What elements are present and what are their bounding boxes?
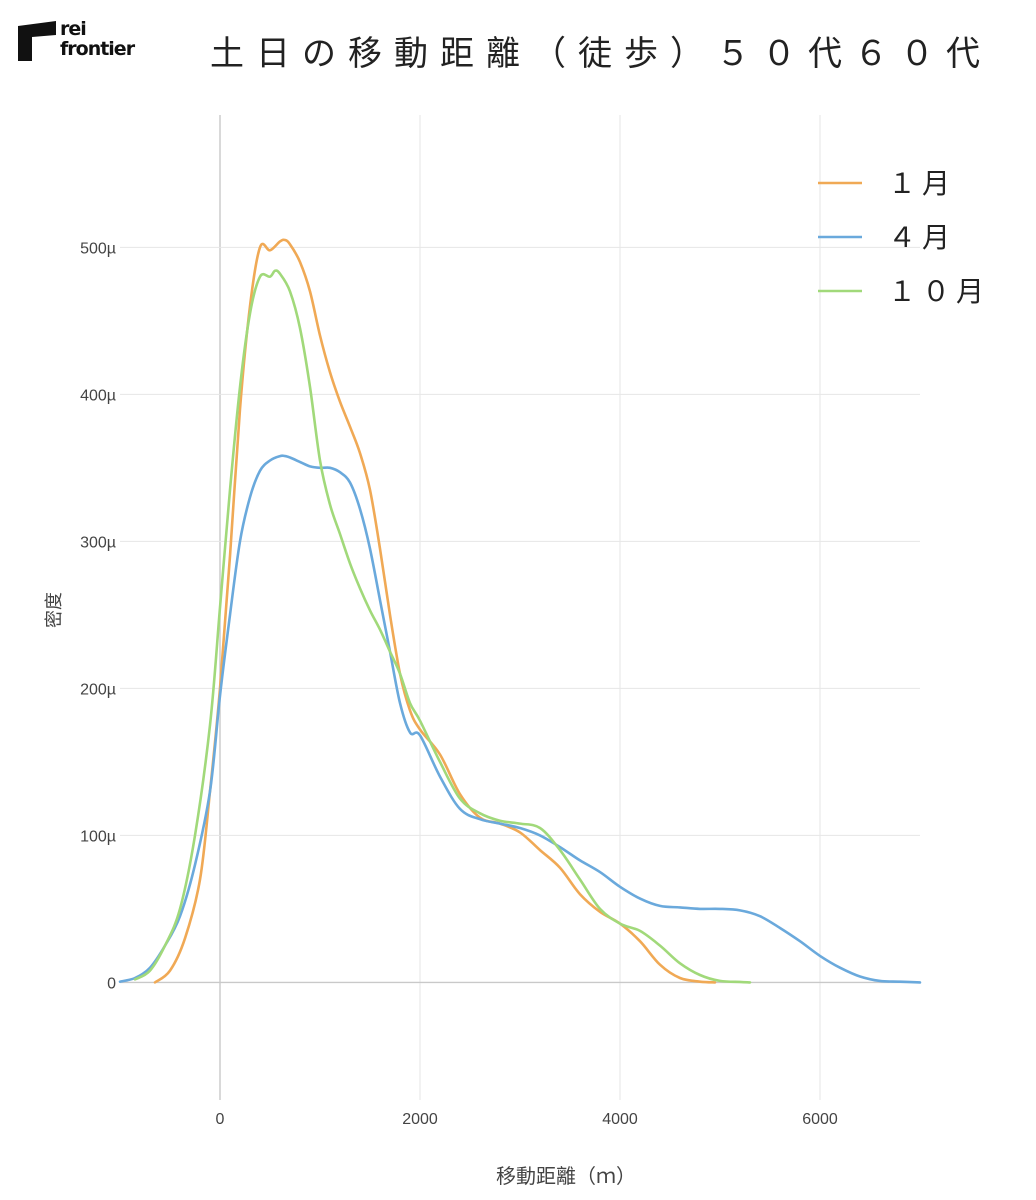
logo-text-rei: rei [60, 18, 87, 40]
x-tick-label: 2000 [402, 1111, 438, 1128]
grid-lines [120, 115, 920, 1100]
y-axis-label: 密度 [44, 592, 65, 628]
y-tick-label: 200µ [80, 681, 116, 698]
x-tick-label: 6000 [802, 1111, 838, 1128]
x-tick-label: 0 [216, 1111, 225, 1128]
series-line-jan [153, 238, 717, 984]
series-line-apr [118, 454, 922, 984]
axes: 0 2000 4000 6000 0 100µ 200µ 300µ 400µ 500µ [80, 240, 838, 1128]
legend: １月 ４月 １０月 [818, 167, 990, 308]
series-line-oct [133, 269, 752, 984]
x-axis-label: 移動距離（ｍ） [496, 1164, 636, 1188]
series-lines [118, 238, 922, 984]
chart-title: 土日の移動距離（徒歩）５０代６０代 [210, 34, 992, 74]
y-tick-label: 500µ [80, 240, 116, 257]
legend-label-oct: １０月 [888, 275, 990, 308]
brand-mark-icon [18, 21, 56, 61]
legend-label-apr: ４月 [888, 221, 956, 254]
y-tick-label: 0 [107, 975, 116, 992]
x-tick-label: 4000 [602, 1111, 638, 1128]
y-tick-label: 100µ [80, 828, 116, 845]
legend-label-jan: １月 [888, 167, 956, 200]
y-tick-label: 400µ [80, 387, 116, 404]
y-tick-label: 300µ [80, 534, 116, 551]
brand-logo: rei frontier [18, 18, 148, 68]
logo-text-frontier: frontier [60, 38, 135, 60]
